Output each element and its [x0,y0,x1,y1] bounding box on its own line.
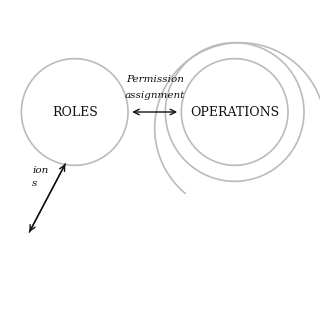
Text: ROLES: ROLES [52,106,98,118]
Text: s: s [32,180,37,188]
Text: OPERATIONS: OPERATIONS [190,106,279,118]
Text: ion: ion [32,166,48,175]
Text: assignment: assignment [124,92,185,100]
Text: Permission: Permission [126,76,184,84]
